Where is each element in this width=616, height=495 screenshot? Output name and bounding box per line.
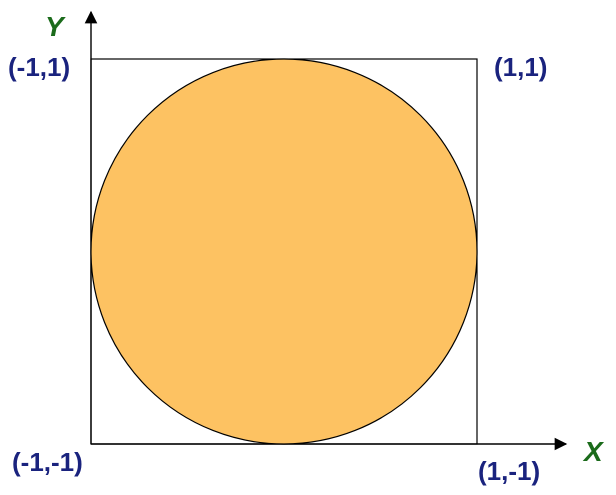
inscribed-circle bbox=[90, 58, 478, 445]
corner-label-top-right: (1,1) bbox=[494, 52, 547, 82]
y-axis-label: Y bbox=[45, 11, 66, 42]
corner-label-bottom-right: (1,-1) bbox=[478, 456, 540, 486]
corner-label-top-left: (-1,1) bbox=[8, 52, 70, 82]
corner-label-bottom-left: (-1,-1) bbox=[12, 447, 83, 477]
x-axis-label: X bbox=[582, 436, 605, 467]
